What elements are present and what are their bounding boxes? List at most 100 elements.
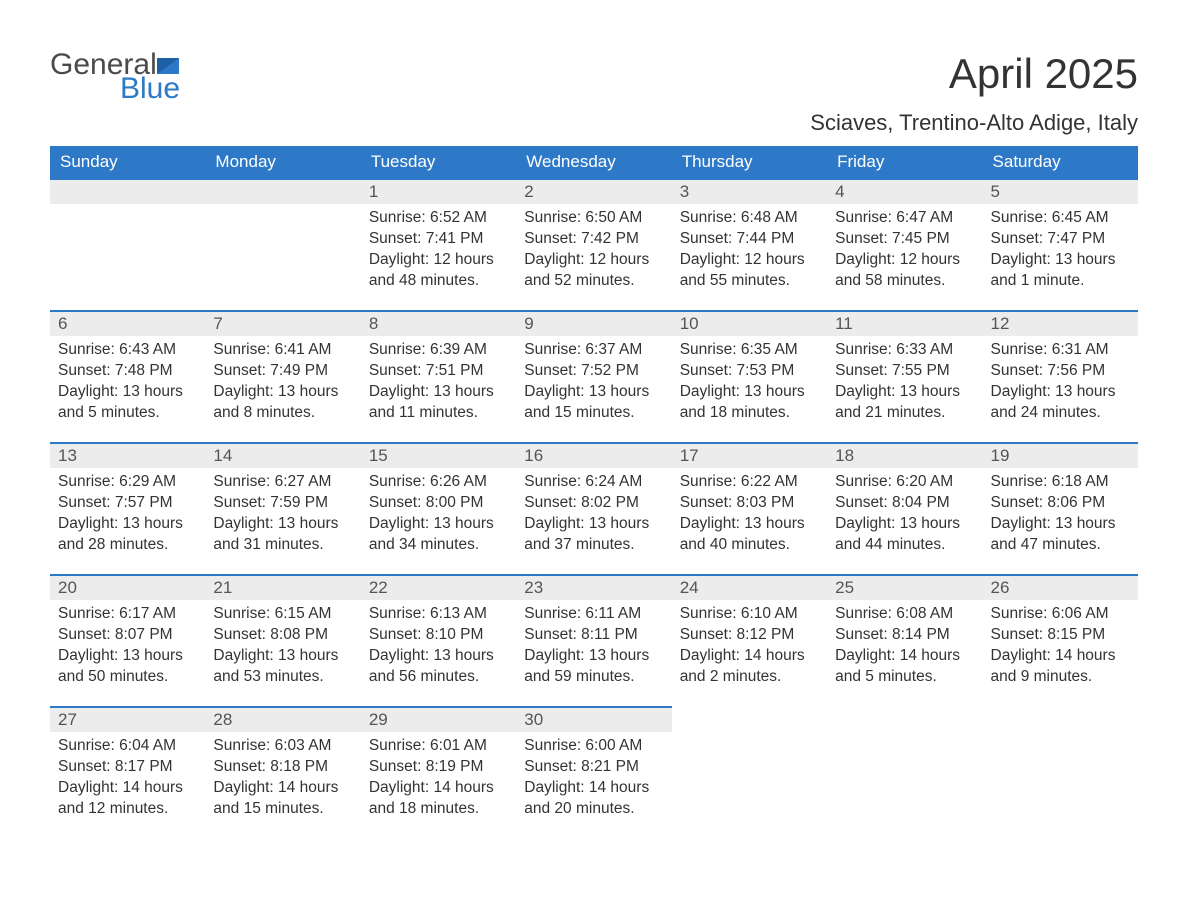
- calendar-cell: 11Sunrise: 6:33 AMSunset: 7:55 PMDayligh…: [827, 310, 982, 442]
- sunset-text: Sunset: 7:53 PM: [680, 361, 819, 382]
- sunrise-text: Sunrise: 6:50 AM: [524, 208, 663, 229]
- calendar-cell: 2 Sunrise: 6:50 AMSunset: 7:42 PMDaylight…: [516, 178, 671, 310]
- sunrise-text: Sunrise: 6:52 AM: [369, 208, 508, 229]
- calendar-cell: 19Sunrise: 6:18 AMSunset: 8:06 PMDayligh…: [983, 442, 1138, 574]
- day-number: 6: [50, 310, 205, 336]
- day-number: 2: [516, 178, 671, 204]
- calendar-cell: 16Sunrise: 6:24 AMSunset: 8:02 PMDayligh…: [516, 442, 671, 574]
- sunrise-text: Sunrise: 6:18 AM: [991, 472, 1130, 493]
- weekday-header: Saturday: [983, 146, 1138, 178]
- sunrise-text: Sunrise: 6:43 AM: [58, 340, 197, 361]
- sunrise-text: Sunrise: 6:13 AM: [369, 604, 508, 625]
- calendar-cell: 30Sunrise: 6:00 AMSunset: 8:21 PMDayligh…: [516, 706, 671, 838]
- calendar-cell: 3Sunrise: 6:48 AMSunset: 7:44 PMDaylight…: [672, 178, 827, 310]
- sunrise-text: Sunrise: 6:10 AM: [680, 604, 819, 625]
- day-number: 12: [983, 310, 1138, 336]
- sunrise-text: Sunrise: 6:45 AM: [991, 208, 1130, 229]
- daylight-text: Daylight: 13 hours and 50 minutes.: [58, 646, 197, 688]
- daylight-text: Daylight: 13 hours and 28 minutes.: [58, 514, 197, 556]
- sunset-text: Sunset: 8:08 PM: [213, 625, 352, 646]
- calendar-cell: 12Sunrise: 6:31 AMSunset: 7:56 PMDayligh…: [983, 310, 1138, 442]
- sunset-text: Sunset: 7:45 PM: [835, 229, 974, 250]
- day-body: Sunrise: 6:06 AMSunset: 8:15 PMDaylight:…: [983, 600, 1138, 694]
- day-body: Sunrise: 6:01 AMSunset: 8:19 PMDaylight:…: [361, 732, 516, 826]
- sunset-text: Sunset: 8:15 PM: [991, 625, 1130, 646]
- daylight-text: Daylight: 13 hours and 24 minutes.: [991, 382, 1130, 424]
- sunrise-text: Sunrise: 6:24 AM: [524, 472, 663, 493]
- empty-day-header: [205, 178, 360, 204]
- location: Sciaves, Trentino-Alto Adige, Italy: [50, 110, 1138, 136]
- day-number: 30: [516, 706, 671, 732]
- sunrise-text: Sunrise: 6:31 AM: [991, 340, 1130, 361]
- day-body: Sunrise: 6:17 AMSunset: 8:07 PMDaylight:…: [50, 600, 205, 694]
- day-number: 20: [50, 574, 205, 600]
- calendar-cell: 13Sunrise: 6:29 AMSunset: 7:57 PMDayligh…: [50, 442, 205, 574]
- calendar-cell: 26Sunrise: 6:06 AMSunset: 8:15 PMDayligh…: [983, 574, 1138, 706]
- day-number: 16: [516, 442, 671, 468]
- daylight-text: Daylight: 12 hours and 52 minutes.: [524, 250, 663, 292]
- day-number: 28: [205, 706, 360, 732]
- calendar-cell: 22Sunrise: 6:13 AMSunset: 8:10 PMDayligh…: [361, 574, 516, 706]
- daylight-text: Daylight: 14 hours and 15 minutes.: [213, 778, 352, 820]
- weekday-header: Monday: [205, 146, 360, 178]
- daylight-text: Daylight: 14 hours and 9 minutes.: [991, 646, 1130, 688]
- day-number: 18: [827, 442, 982, 468]
- sunset-text: Sunset: 8:12 PM: [680, 625, 819, 646]
- calendar-cell: 24Sunrise: 6:10 AMSunset: 8:12 PMDayligh…: [672, 574, 827, 706]
- sunrise-text: Sunrise: 6:35 AM: [680, 340, 819, 361]
- month-title: April 2025: [949, 50, 1138, 98]
- calendar-cell: 23Sunrise: 6:11 AMSunset: 8:11 PMDayligh…: [516, 574, 671, 706]
- day-number: 19: [983, 442, 1138, 468]
- calendar-cell: 17Sunrise: 6:22 AMSunset: 8:03 PMDayligh…: [672, 442, 827, 574]
- day-body: Sunrise: 6:47 AMSunset: 7:45 PMDaylight:…: [827, 204, 982, 298]
- sunset-text: Sunset: 7:57 PM: [58, 493, 197, 514]
- daylight-text: Daylight: 13 hours and 53 minutes.: [213, 646, 352, 688]
- day-number: 23: [516, 574, 671, 600]
- daylight-text: Daylight: 12 hours and 58 minutes.: [835, 250, 974, 292]
- sunrise-text: Sunrise: 6:01 AM: [369, 736, 508, 757]
- day-number: 22: [361, 574, 516, 600]
- sunrise-text: Sunrise: 6:48 AM: [680, 208, 819, 229]
- weekday-header-row: SundayMondayTuesdayWednesdayThursdayFrid…: [50, 146, 1138, 178]
- day-number: 26: [983, 574, 1138, 600]
- daylight-text: Daylight: 12 hours and 55 minutes.: [680, 250, 819, 292]
- calendar-cell: 10 Sunrise: 6:35 AMSunset: 7:53 PMDayligh…: [672, 310, 827, 442]
- daylight-text: Daylight: 13 hours and 44 minutes.: [835, 514, 974, 556]
- sunset-text: Sunset: 7:42 PM: [524, 229, 663, 250]
- day-number: 4: [827, 178, 982, 204]
- daylight-text: Daylight: 13 hours and 56 minutes.: [369, 646, 508, 688]
- day-number: 14: [205, 442, 360, 468]
- calendar-table: SundayMondayTuesdayWednesdayThursdayFrid…: [50, 146, 1138, 838]
- calendar-cell: 14Sunrise: 6:27 AMSunset: 7:59 PMDayligh…: [205, 442, 360, 574]
- daylight-text: Daylight: 13 hours and 8 minutes.: [213, 382, 352, 424]
- day-number: 17: [672, 442, 827, 468]
- daylight-text: Daylight: 13 hours and 18 minutes.: [680, 382, 819, 424]
- daylight-text: Daylight: 14 hours and 5 minutes.: [835, 646, 974, 688]
- daylight-text: Daylight: 13 hours and 11 minutes.: [369, 382, 508, 424]
- day-number: 25: [827, 574, 982, 600]
- day-body: Sunrise: 6:03 AMSunset: 8:18 PMDaylight:…: [205, 732, 360, 826]
- day-number: 15: [361, 442, 516, 468]
- sunrise-text: Sunrise: 6:39 AM: [369, 340, 508, 361]
- sunrise-text: Sunrise: 6:26 AM: [369, 472, 508, 493]
- day-number: 1: [361, 178, 516, 204]
- sunset-text: Sunset: 8:14 PM: [835, 625, 974, 646]
- day-body: Sunrise: 6:00 AMSunset: 8:21 PMDaylight:…: [516, 732, 671, 826]
- day-body: Sunrise: 6:10 AMSunset: 8:12 PMDaylight:…: [672, 600, 827, 694]
- sunrise-text: Sunrise: 6:03 AM: [213, 736, 352, 757]
- weekday-header: Friday: [827, 146, 982, 178]
- weekday-header: Sunday: [50, 146, 205, 178]
- calendar-cell: 28Sunrise: 6:03 AMSunset: 8:18 PMDayligh…: [205, 706, 360, 838]
- sunrise-text: Sunrise: 6:33 AM: [835, 340, 974, 361]
- daylight-text: Daylight: 13 hours and 59 minutes.: [524, 646, 663, 688]
- calendar-cell: 1Sunrise: 6:52 AMSunset: 7:41 PMDaylight…: [361, 178, 516, 310]
- daylight-text: Daylight: 13 hours and 5 minutes.: [58, 382, 197, 424]
- calendar-cell: 20Sunrise: 6:17 AMSunset: 8:07 PMDayligh…: [50, 574, 205, 706]
- header: General Blue April 2025: [50, 50, 1138, 104]
- day-body: Sunrise: 6:18 AMSunset: 8:06 PMDaylight:…: [983, 468, 1138, 562]
- day-number: 24: [672, 574, 827, 600]
- day-number: 10: [672, 310, 827, 336]
- day-body: Sunrise: 6:39 AMSunset: 7:51 PMDaylight:…: [361, 336, 516, 430]
- calendar-week-row: 6Sunrise: 6:43 AMSunset: 7:48 PMDaylight…: [50, 310, 1138, 442]
- sunrise-text: Sunrise: 6:17 AM: [58, 604, 197, 625]
